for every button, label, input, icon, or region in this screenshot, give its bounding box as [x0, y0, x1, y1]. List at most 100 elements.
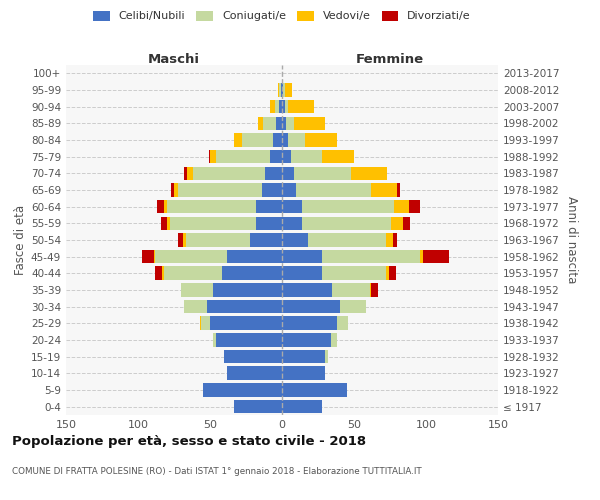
Bar: [256, 200, 282, 213]
Bar: [210, 150, 216, 164]
Bar: [278, 83, 279, 97]
Bar: [184, 166, 187, 180]
Bar: [282, 183, 296, 197]
Bar: [274, 133, 282, 147]
Bar: [282, 166, 293, 180]
Bar: [285, 100, 288, 114]
Bar: [337, 316, 348, 330]
Bar: [282, 266, 322, 280]
Bar: [202, 316, 210, 330]
Bar: [288, 133, 305, 147]
Bar: [256, 216, 282, 230]
Bar: [161, 216, 167, 230]
Bar: [386, 266, 389, 280]
Bar: [216, 333, 282, 347]
Bar: [322, 266, 386, 280]
Bar: [282, 316, 337, 330]
Bar: [155, 250, 227, 264]
Bar: [178, 233, 182, 247]
Bar: [293, 166, 351, 180]
Bar: [279, 100, 282, 114]
Bar: [282, 133, 288, 147]
Bar: [322, 250, 420, 264]
Bar: [167, 200, 256, 213]
Bar: [174, 183, 178, 197]
Bar: [331, 333, 337, 347]
Bar: [282, 400, 322, 413]
Bar: [282, 200, 302, 213]
Bar: [200, 316, 202, 330]
Text: Maschi: Maschi: [148, 52, 200, 66]
Bar: [216, 150, 271, 164]
Bar: [227, 366, 282, 380]
Bar: [386, 233, 393, 247]
Bar: [282, 350, 325, 364]
Bar: [167, 216, 170, 230]
Bar: [207, 300, 282, 314]
Text: Popolazione per età, sesso e stato civile - 2018: Popolazione per età, sesso e stato civil…: [12, 435, 366, 448]
Bar: [282, 100, 285, 114]
Bar: [420, 250, 423, 264]
Bar: [423, 250, 449, 264]
Bar: [282, 283, 332, 297]
Bar: [282, 366, 325, 380]
Y-axis label: Fasce di età: Fasce di età: [14, 205, 27, 275]
Bar: [409, 200, 420, 213]
Bar: [286, 116, 293, 130]
Bar: [171, 183, 174, 197]
Bar: [265, 166, 282, 180]
Y-axis label: Anni di nascita: Anni di nascita: [565, 196, 578, 284]
Bar: [210, 316, 282, 330]
Bar: [394, 200, 409, 213]
Bar: [235, 400, 282, 413]
Bar: [283, 83, 285, 97]
Bar: [164, 266, 221, 280]
Bar: [235, 133, 242, 147]
Bar: [302, 216, 391, 230]
Bar: [397, 183, 400, 197]
Bar: [224, 350, 282, 364]
Bar: [288, 100, 314, 114]
Bar: [370, 283, 371, 297]
Bar: [257, 116, 263, 130]
Bar: [275, 100, 279, 114]
Bar: [393, 233, 397, 247]
Bar: [282, 250, 322, 264]
Bar: [184, 300, 207, 314]
Bar: [296, 183, 371, 197]
Bar: [281, 83, 282, 97]
Bar: [305, 133, 337, 147]
Bar: [263, 116, 276, 130]
Bar: [371, 283, 379, 297]
Bar: [389, 266, 396, 280]
Bar: [276, 116, 282, 130]
Bar: [185, 233, 250, 247]
Bar: [271, 100, 275, 114]
Bar: [250, 233, 282, 247]
Bar: [227, 250, 282, 264]
Bar: [170, 216, 256, 230]
Bar: [293, 116, 325, 130]
Bar: [302, 200, 394, 213]
Bar: [282, 150, 290, 164]
Bar: [308, 233, 386, 247]
Legend: Celibi/Nubili, Coniugati/e, Vedovi/e, Divorziati/e: Celibi/Nubili, Coniugati/e, Vedovi/e, Di…: [93, 10, 471, 22]
Bar: [213, 283, 282, 297]
Bar: [290, 150, 322, 164]
Bar: [351, 166, 387, 180]
Bar: [282, 116, 286, 130]
Bar: [181, 283, 213, 297]
Bar: [163, 266, 164, 280]
Bar: [282, 383, 347, 397]
Bar: [371, 183, 397, 197]
Bar: [403, 216, 410, 230]
Bar: [325, 350, 328, 364]
Bar: [282, 300, 340, 314]
Text: COMUNE DI FRATTA POLESINE (RO) - Dati ISTAT 1° gennaio 2018 - Elaborazione TUTTI: COMUNE DI FRATTA POLESINE (RO) - Dati IS…: [12, 468, 422, 476]
Bar: [285, 83, 292, 97]
Bar: [187, 166, 193, 180]
Bar: [340, 300, 365, 314]
Bar: [242, 133, 274, 147]
Bar: [142, 250, 154, 264]
Bar: [203, 383, 282, 397]
